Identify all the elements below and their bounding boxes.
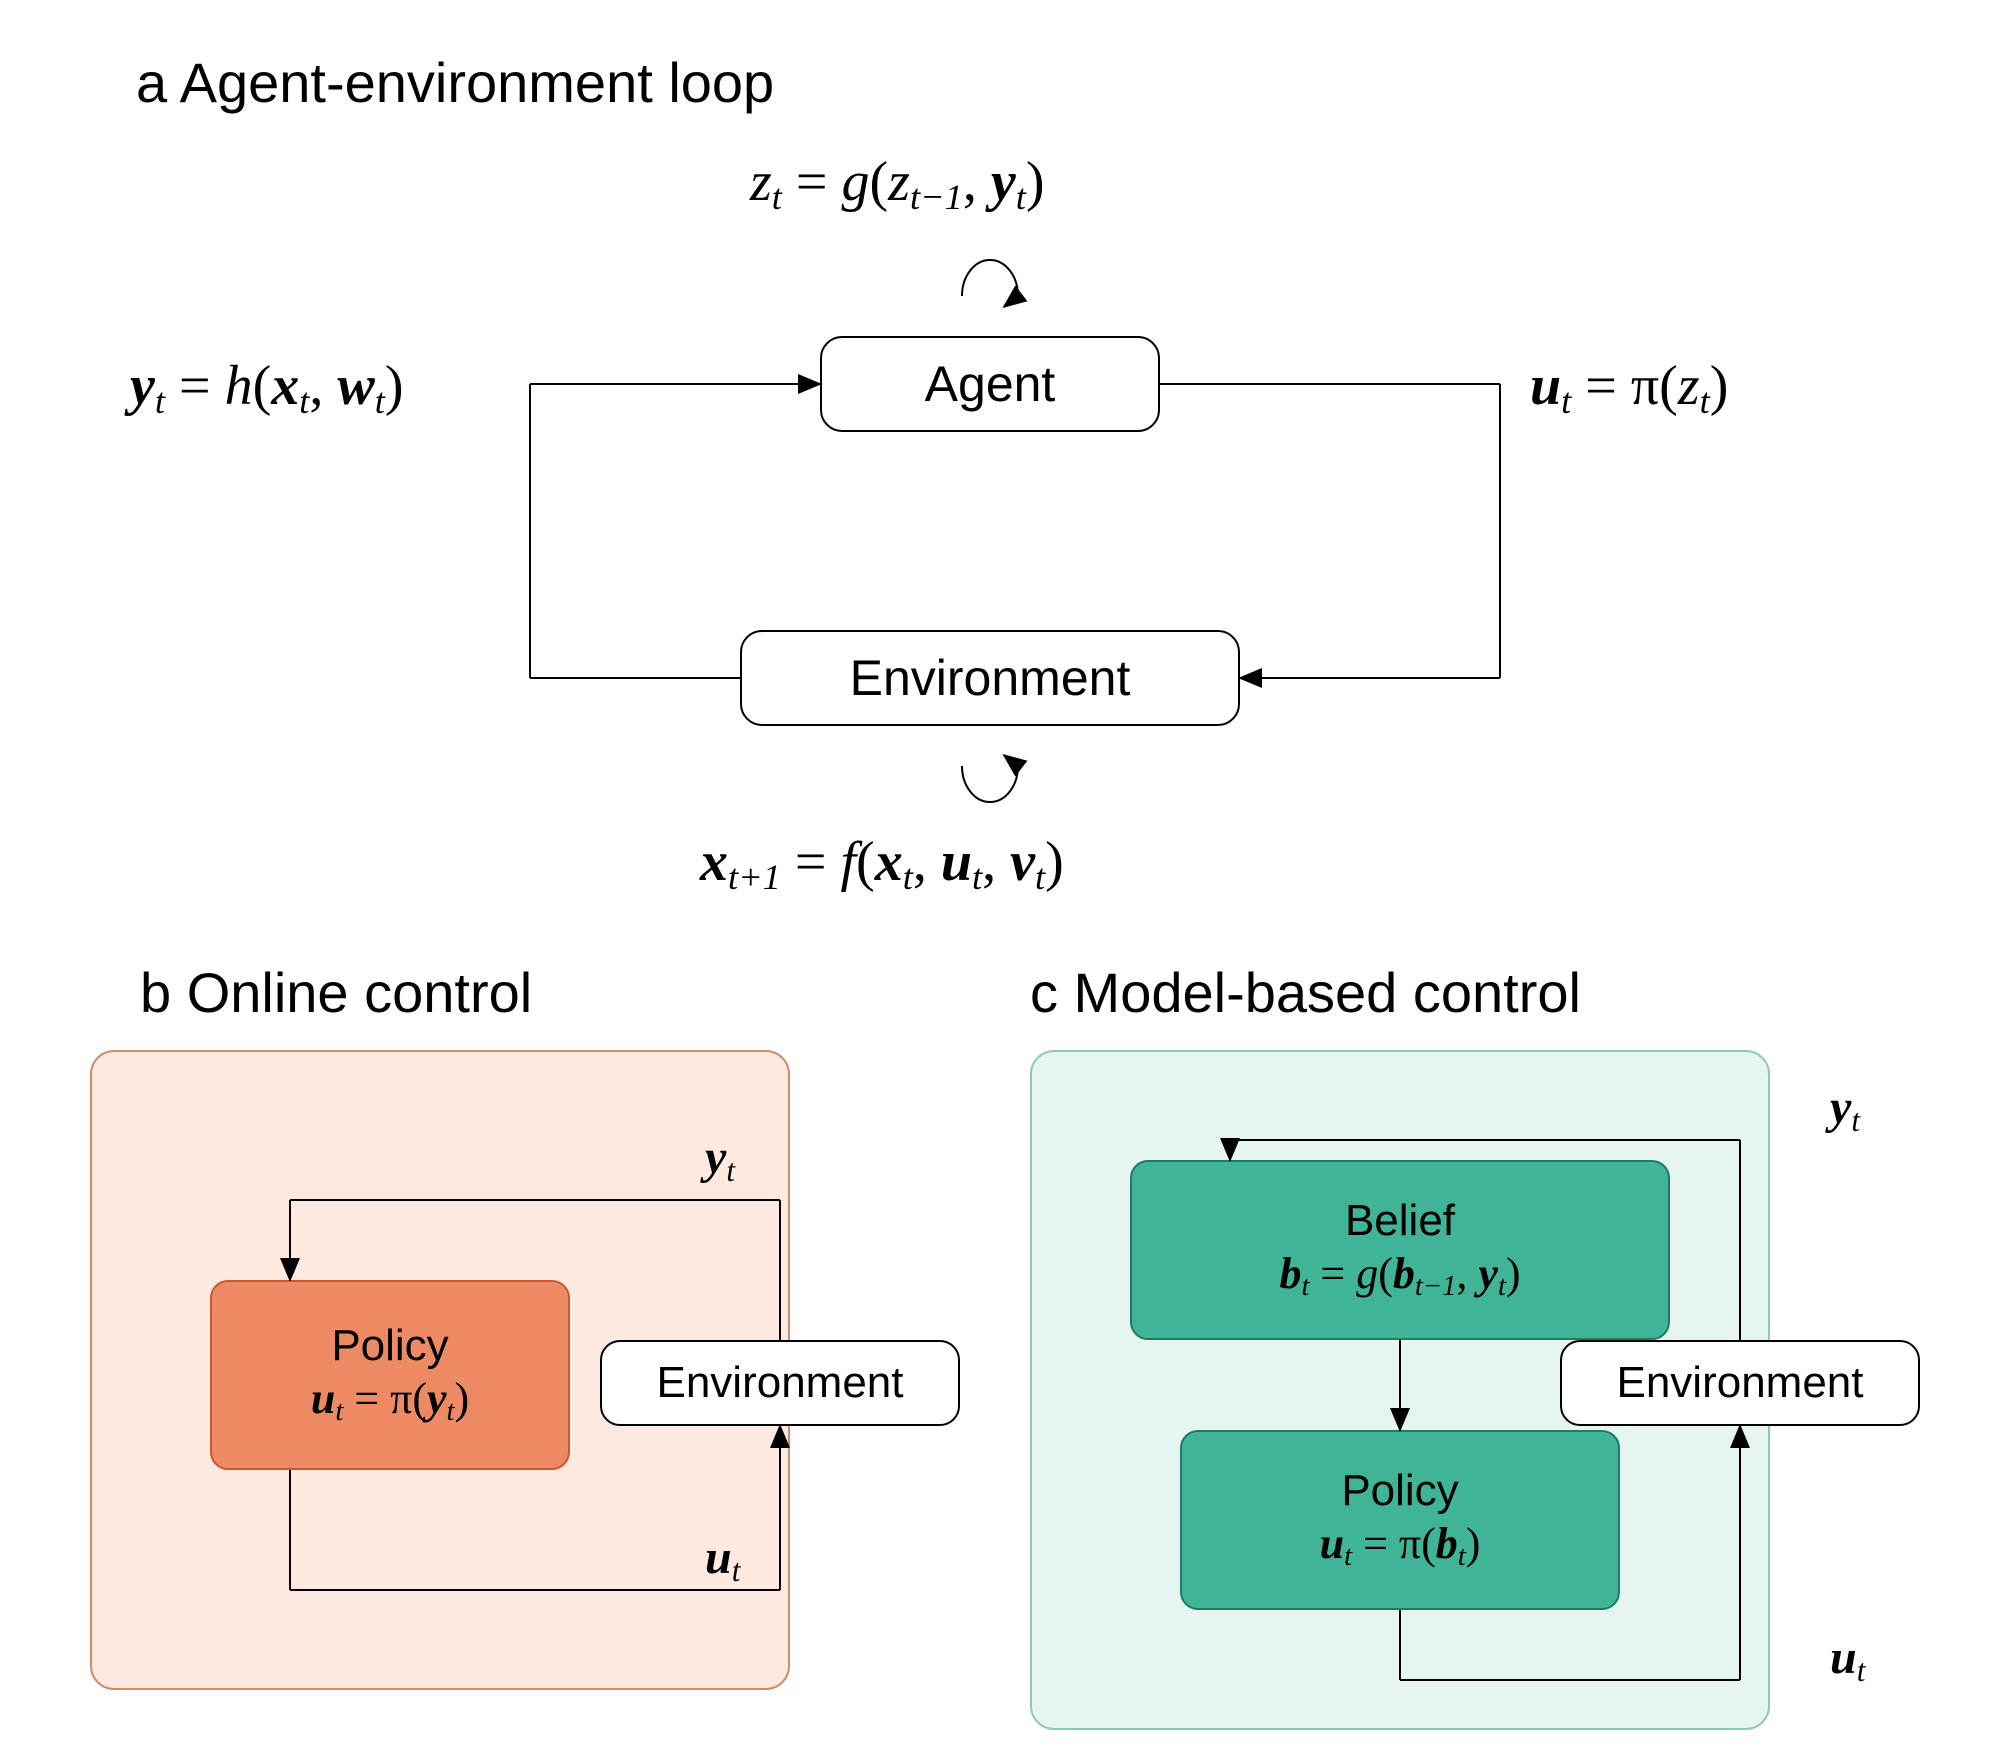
policy-eqn-b: ut = π(yt): [311, 1373, 469, 1429]
panel-c-title: c Model-based control: [1030, 960, 1581, 1025]
panel-b-title: b Online control: [140, 960, 532, 1025]
environment-node-b: Environment: [600, 1340, 960, 1426]
environment-label-c: Environment: [1616, 1357, 1863, 1410]
belief-node-c: Belief bt = g(bt−1, yt): [1130, 1160, 1670, 1340]
environment-node-c: Environment: [1560, 1340, 1920, 1426]
policy-node-b: Policy ut = π(yt): [210, 1280, 570, 1470]
y-label-b: yt: [705, 1130, 735, 1189]
u-label-c: ut: [1830, 1630, 1865, 1689]
equation-ut: ut = π(zt): [1530, 354, 1728, 422]
agent-node: Agent: [820, 336, 1160, 432]
figure-canvas: a Agent-environment loop zt = g(zt−1, yt…: [0, 0, 2000, 1759]
equation-xt1: xt+1 = f(xt, ut, vt): [700, 830, 1064, 898]
environment-node-a: Environment: [740, 630, 1240, 726]
belief-eqn-c: bt = g(bt−1, yt): [1279, 1248, 1520, 1304]
y-label-c: yt: [1830, 1080, 1860, 1139]
policy-label-c: Policy: [1341, 1465, 1458, 1518]
environment-label-a: Environment: [850, 648, 1131, 708]
belief-label-c: Belief: [1345, 1195, 1455, 1248]
environment-label-b: Environment: [656, 1357, 903, 1410]
u-label-b: ut: [705, 1530, 740, 1589]
policy-eqn-c: ut = π(bt): [1320, 1518, 1481, 1574]
equation-zt: zt = g(zt−1, yt): [750, 150, 1044, 218]
panel-a-title: a Agent-environment loop: [136, 50, 774, 115]
policy-node-c: Policy ut = π(bt): [1180, 1430, 1620, 1610]
equation-yt: yt = h(xt, wt): [130, 354, 404, 422]
policy-label-b: Policy: [331, 1320, 448, 1373]
agent-label: Agent: [925, 354, 1056, 414]
